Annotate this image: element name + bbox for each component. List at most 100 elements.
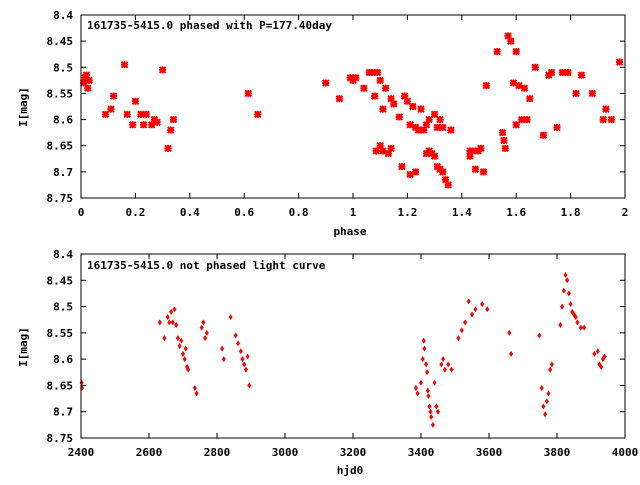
phased-y-tick-label: 8.6	[53, 114, 73, 127]
unphased-data-point	[247, 382, 252, 389]
unphased-data-point	[537, 332, 542, 339]
phased-data-point-core	[574, 91, 579, 96]
phased-data-point-core	[361, 86, 366, 91]
unphased-x-tick-label: 2400	[68, 446, 95, 459]
unphased-data-point	[419, 379, 423, 386]
unphased-data-point	[582, 324, 587, 331]
unphased-data-point	[575, 319, 580, 326]
phased-data-point-core	[500, 130, 505, 135]
phased-data-point-core	[391, 101, 396, 106]
phased-data-point-core	[427, 117, 432, 122]
unphased-data-point	[203, 335, 208, 342]
phased-x-tick-label: 0	[78, 206, 85, 219]
unphased-data-point	[436, 408, 440, 415]
phased-data-point-core	[533, 65, 538, 70]
unphased-data-point	[186, 366, 191, 373]
unphased-data-point	[220, 345, 225, 352]
phased-data-point-core	[446, 182, 451, 187]
unphased-data-point	[425, 369, 430, 376]
phased-y-tick-label: 8.75	[47, 192, 74, 205]
unphased-data-point	[428, 408, 433, 415]
unphased-data-point	[167, 319, 172, 326]
phased-data-point-core	[408, 172, 413, 177]
unphased-data-point	[157, 319, 162, 326]
unphased-y-axis-label: I[mag]	[17, 327, 30, 367]
phased-data-point-core	[389, 96, 394, 101]
unphased-data-point	[507, 329, 512, 336]
unphased-data-point	[449, 366, 454, 373]
phased-data-point-core	[419, 107, 423, 112]
phased-data-point-core	[389, 146, 394, 151]
phased-data-point-core	[133, 99, 138, 104]
unphased-data-point	[415, 390, 420, 397]
phased-x-tick-label: 0.8	[289, 206, 309, 219]
unphased-data-point	[543, 411, 548, 418]
phased-data-point-core	[323, 80, 328, 85]
phased-x-tick-label: 0.2	[125, 206, 145, 219]
unphased-data-point	[424, 361, 429, 368]
unphased-data-point	[175, 335, 180, 342]
phased-y-axis-label: I[mag]	[17, 87, 30, 127]
phased-data-point-core	[87, 78, 92, 83]
unphased-x-tick-label: 2600	[136, 446, 163, 459]
unphased-data-point	[182, 356, 187, 363]
unphased-data-point	[578, 324, 583, 331]
phased-data-point-core	[481, 169, 486, 174]
unphased-x-tick-label: 3000	[272, 446, 299, 459]
unphased-x-axis-label: hjd0	[337, 464, 364, 477]
unphased-data-point	[421, 337, 426, 344]
phased-data-point-core	[130, 122, 135, 127]
phased-data-point-core	[386, 151, 391, 156]
phased-data-point-core	[402, 94, 407, 99]
phased-data-point-core	[337, 96, 342, 101]
unphased-data-point	[228, 314, 233, 321]
phased-data-point-core	[171, 117, 176, 122]
unphased-data-point	[459, 327, 464, 334]
phased-x-tick-label: 2	[622, 206, 629, 219]
unphased-data-point	[429, 413, 434, 420]
phased-data-point-core	[380, 148, 385, 153]
phased-y-tick-label: 8.45	[47, 35, 74, 48]
unphased-x-tick-label: 4000	[612, 446, 639, 459]
unphased-y-tick-label: 8.7	[53, 406, 73, 419]
unphased-data-point	[592, 350, 597, 357]
unphased-data-point	[179, 337, 184, 344]
phased-data-point-core	[168, 128, 173, 133]
unphased-data-point	[558, 321, 563, 328]
phased-data-point-core	[421, 128, 426, 133]
unphased-data-point	[548, 366, 553, 373]
unphased-data-point	[233, 332, 238, 339]
unphased-y-tick-label: 8.75	[47, 432, 74, 445]
phased-data-point-core	[408, 122, 413, 127]
unphased-data-point	[183, 345, 188, 352]
phased-data-point-core	[448, 128, 453, 133]
unphased-light-curve-plot: 2400 2600 2800 3000 3200 3400 3600 3800 4000 8.4…	[17, 248, 638, 477]
unphased-y-tick-label: 8.5	[53, 301, 73, 314]
phased-data-point-core	[522, 86, 527, 91]
phased-data-point-core	[508, 39, 513, 44]
unphased-data-point	[199, 324, 204, 331]
unphased-x-axis-ticks: 2400 2600 2800 3000 3200 3400 3600 3800 4000	[68, 254, 639, 459]
phased-data-point-core	[579, 73, 584, 78]
phased-data-point-core	[85, 86, 90, 91]
unphased-data-point	[432, 379, 437, 386]
phased-data-point-core	[495, 49, 500, 54]
phased-data-point-core	[410, 104, 415, 109]
phased-data-point-core	[560, 70, 565, 75]
phased-data-point-core	[525, 117, 530, 122]
phased-data-point-core	[405, 99, 410, 104]
unphased-data-point	[245, 353, 250, 360]
phased-data-point-core	[372, 94, 377, 99]
unphased-data-point	[434, 403, 439, 410]
phased-data-point-core	[397, 114, 402, 119]
phased-data-point-core	[125, 112, 130, 117]
unphased-data-point	[165, 314, 170, 321]
unphased-data-point	[466, 298, 471, 305]
phased-y-tick-label: 8.5	[53, 61, 73, 74]
unphased-y-tick-label: 8.45	[47, 274, 74, 287]
phased-data-point-core	[374, 148, 379, 153]
phased-x-tick-label: 1.6	[506, 206, 526, 219]
unphased-plot-title: 161735-5415.0 not phased light curve	[87, 259, 326, 272]
